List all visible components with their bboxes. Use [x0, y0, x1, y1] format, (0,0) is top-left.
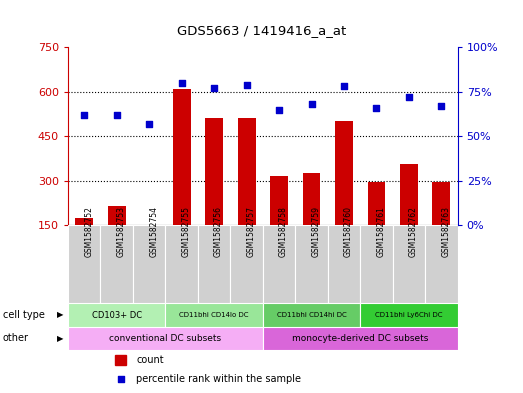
- Text: GSM1582756: GSM1582756: [214, 206, 223, 257]
- Text: GSM1582761: GSM1582761: [377, 206, 385, 257]
- Point: [275, 107, 283, 113]
- Bar: [433, 182, 450, 225]
- Bar: [68, 303, 165, 327]
- Point: [437, 103, 446, 109]
- Text: GSM1582758: GSM1582758: [279, 206, 288, 257]
- Text: cell type: cell type: [3, 310, 44, 320]
- Point: [340, 83, 348, 90]
- Text: GDS5663 / 1419416_a_at: GDS5663 / 1419416_a_at: [177, 24, 346, 37]
- Bar: [75, 218, 93, 225]
- Bar: [303, 173, 321, 225]
- Bar: [205, 118, 223, 225]
- Bar: [68, 225, 100, 303]
- Bar: [108, 206, 126, 225]
- Text: GSM1582763: GSM1582763: [441, 206, 450, 257]
- Bar: [115, 355, 127, 365]
- Bar: [263, 303, 360, 327]
- Bar: [230, 225, 263, 303]
- Text: conventional DC subsets: conventional DC subsets: [109, 334, 221, 343]
- Text: GSM1582760: GSM1582760: [344, 206, 353, 257]
- Bar: [133, 225, 165, 303]
- Bar: [263, 225, 295, 303]
- Bar: [165, 225, 198, 303]
- Point: [372, 105, 381, 111]
- Text: GSM1582755: GSM1582755: [181, 206, 191, 257]
- Bar: [425, 225, 458, 303]
- Point: [210, 85, 218, 91]
- Point: [177, 80, 186, 86]
- Text: CD11bhi Ly6Chi DC: CD11bhi Ly6Chi DC: [375, 312, 442, 318]
- Bar: [173, 89, 190, 225]
- Text: count: count: [136, 355, 164, 365]
- Point: [117, 376, 125, 382]
- Text: other: other: [3, 333, 29, 343]
- Bar: [400, 165, 418, 225]
- Bar: [237, 118, 256, 225]
- Text: ▶: ▶: [57, 334, 63, 343]
- Text: GSM1582759: GSM1582759: [312, 206, 321, 257]
- Text: GSM1582752: GSM1582752: [84, 206, 93, 257]
- Text: GSM1582754: GSM1582754: [149, 206, 158, 257]
- Bar: [270, 176, 288, 225]
- Text: CD11bhi CD14hi DC: CD11bhi CD14hi DC: [277, 312, 346, 318]
- Bar: [360, 303, 458, 327]
- Point: [405, 94, 413, 100]
- Bar: [335, 121, 353, 225]
- Point: [308, 101, 316, 107]
- Bar: [100, 225, 133, 303]
- Text: GSM1582753: GSM1582753: [117, 206, 126, 257]
- Text: CD11bhi CD14lo DC: CD11bhi CD14lo DC: [179, 312, 249, 318]
- Point: [112, 112, 121, 118]
- Point: [242, 81, 251, 88]
- Bar: [198, 225, 230, 303]
- Bar: [360, 225, 393, 303]
- Bar: [263, 327, 458, 350]
- Text: GSM1582762: GSM1582762: [409, 206, 418, 257]
- Bar: [328, 225, 360, 303]
- Bar: [165, 303, 263, 327]
- Text: GSM1582757: GSM1582757: [246, 206, 256, 257]
- Bar: [295, 225, 328, 303]
- Point: [145, 121, 153, 127]
- Text: monocyte-derived DC subsets: monocyte-derived DC subsets: [292, 334, 428, 343]
- Text: percentile rank within the sample: percentile rank within the sample: [136, 374, 301, 384]
- Bar: [393, 225, 425, 303]
- Point: [80, 112, 88, 118]
- Text: CD103+ DC: CD103+ DC: [92, 310, 142, 320]
- Bar: [68, 327, 263, 350]
- Bar: [368, 182, 385, 225]
- Text: ▶: ▶: [57, 310, 63, 320]
